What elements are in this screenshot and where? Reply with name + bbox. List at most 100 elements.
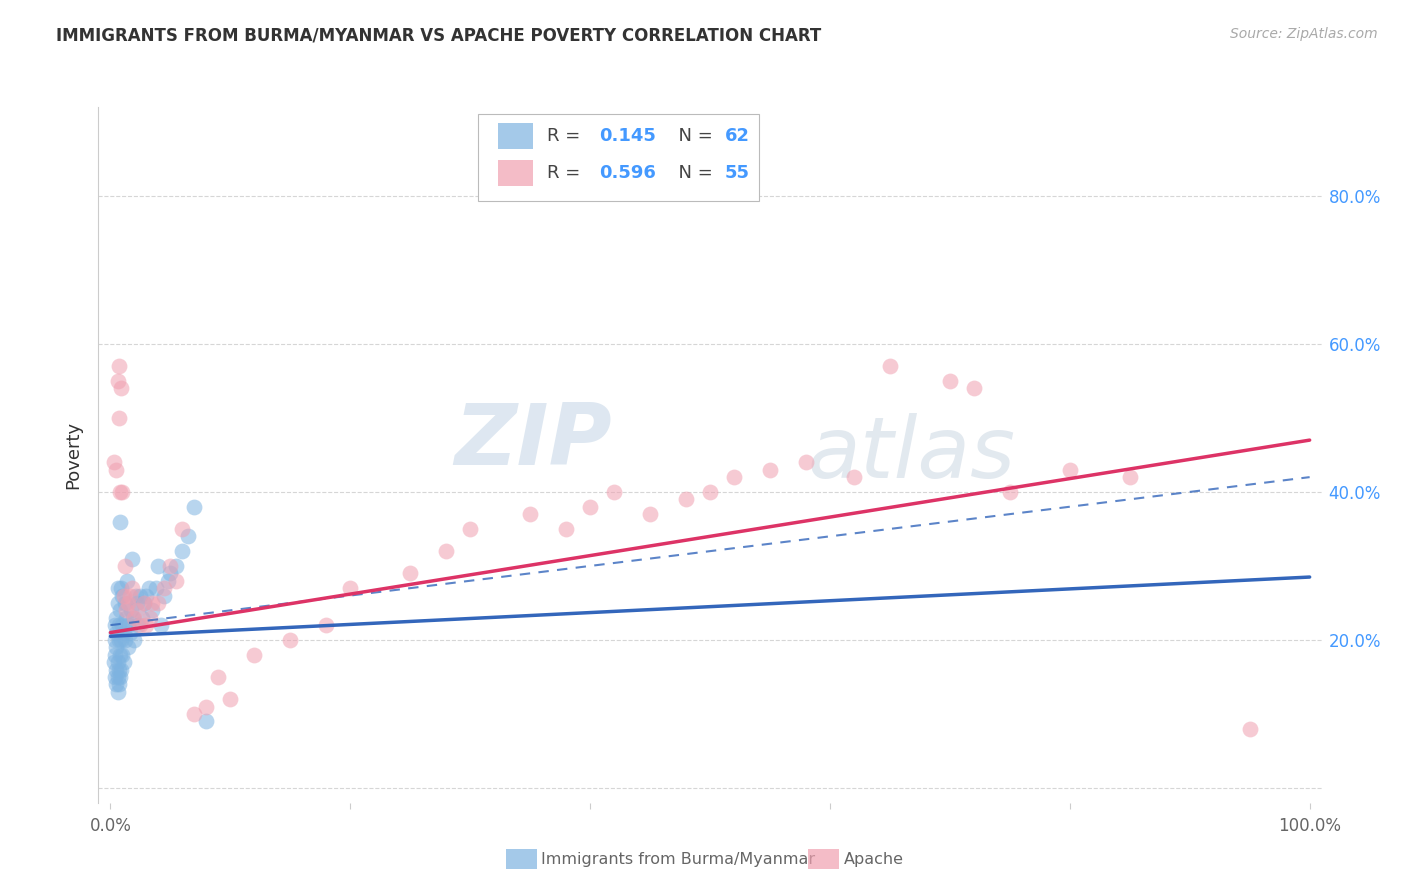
Point: [139, 611, 162, 625]
Point: [112, 655, 135, 669]
Point: [149, 618, 172, 632]
Point: [145, 581, 167, 595]
Point: [114, 558, 136, 573]
Point: [110, 381, 132, 395]
Point: [107, 685, 129, 699]
Point: [104, 632, 127, 647]
FancyBboxPatch shape: [478, 114, 759, 201]
Point: [131, 611, 153, 625]
Point: [120, 603, 142, 617]
Text: Source: ZipAtlas.com: Source: ZipAtlas.com: [1230, 27, 1378, 41]
Point: [104, 618, 127, 632]
Point: [111, 589, 134, 603]
Point: [638, 507, 661, 521]
Point: [135, 618, 157, 632]
Point: [129, 589, 152, 603]
Point: [219, 692, 242, 706]
Point: [105, 677, 128, 691]
Point: [108, 632, 131, 647]
Point: [141, 596, 163, 610]
Point: [207, 670, 229, 684]
Point: [1119, 470, 1142, 484]
Point: [112, 589, 135, 603]
Point: [759, 463, 782, 477]
Text: 0.596: 0.596: [599, 164, 655, 182]
Point: [110, 581, 132, 595]
Point: [195, 699, 218, 714]
Point: [1059, 463, 1081, 477]
Text: R =: R =: [547, 128, 586, 145]
Point: [195, 714, 218, 729]
Point: [125, 603, 148, 617]
Point: [165, 558, 187, 573]
Point: [603, 484, 626, 499]
Point: [278, 632, 301, 647]
Point: [1239, 722, 1261, 736]
Point: [124, 611, 146, 625]
Text: Apache: Apache: [844, 853, 904, 867]
Text: atlas: atlas: [808, 413, 1017, 497]
Point: [108, 670, 131, 684]
Point: [107, 374, 129, 388]
Point: [125, 596, 148, 610]
Point: [114, 632, 136, 647]
Point: [117, 618, 139, 632]
Point: [107, 670, 129, 684]
Point: [156, 574, 179, 588]
Point: [148, 596, 170, 610]
Point: [243, 648, 266, 662]
Point: [115, 611, 138, 625]
Point: [105, 625, 128, 640]
Text: ZIP: ZIP: [454, 400, 612, 483]
Point: [108, 484, 131, 499]
Point: [107, 596, 129, 610]
Point: [723, 470, 745, 484]
Point: [138, 581, 160, 595]
Point: [115, 603, 138, 617]
Point: [159, 558, 181, 573]
Y-axis label: Poverty: Poverty: [65, 421, 83, 489]
Text: 55: 55: [724, 164, 749, 182]
Point: [108, 663, 131, 677]
Point: [121, 551, 143, 566]
Point: [122, 611, 145, 625]
Text: N =: N =: [668, 128, 718, 145]
Point: [115, 574, 138, 588]
Point: [183, 500, 205, 514]
Point: [842, 470, 865, 484]
Text: R =: R =: [547, 164, 586, 182]
Point: [141, 603, 163, 617]
Point: [108, 618, 131, 632]
Point: [108, 411, 131, 425]
Point: [124, 632, 146, 647]
FancyBboxPatch shape: [498, 123, 533, 149]
Point: [124, 589, 146, 603]
Point: [172, 522, 194, 536]
Point: [108, 677, 131, 691]
Point: [165, 574, 187, 588]
Point: [108, 648, 131, 662]
Point: [105, 663, 128, 677]
Point: [111, 618, 134, 632]
Point: [108, 603, 131, 617]
Point: [111, 484, 134, 499]
Point: [104, 670, 127, 684]
Point: [108, 515, 131, 529]
Point: [675, 492, 697, 507]
Point: [107, 655, 129, 669]
Text: IMMIGRANTS FROM BURMA/MYANMAR VS APACHE POVERTY CORRELATION CHART: IMMIGRANTS FROM BURMA/MYANMAR VS APACHE …: [56, 27, 821, 45]
Point: [579, 500, 602, 514]
Point: [129, 618, 152, 632]
Point: [104, 648, 127, 662]
Point: [127, 618, 149, 632]
Point: [110, 632, 132, 647]
Point: [132, 596, 155, 610]
Point: [555, 522, 578, 536]
Point: [699, 484, 721, 499]
Point: [107, 581, 129, 595]
Point: [183, 706, 205, 721]
Text: 0.145: 0.145: [599, 128, 655, 145]
Point: [399, 566, 422, 581]
Text: N =: N =: [668, 164, 718, 182]
Text: Immigrants from Burma/Myanmar: Immigrants from Burma/Myanmar: [541, 853, 815, 867]
